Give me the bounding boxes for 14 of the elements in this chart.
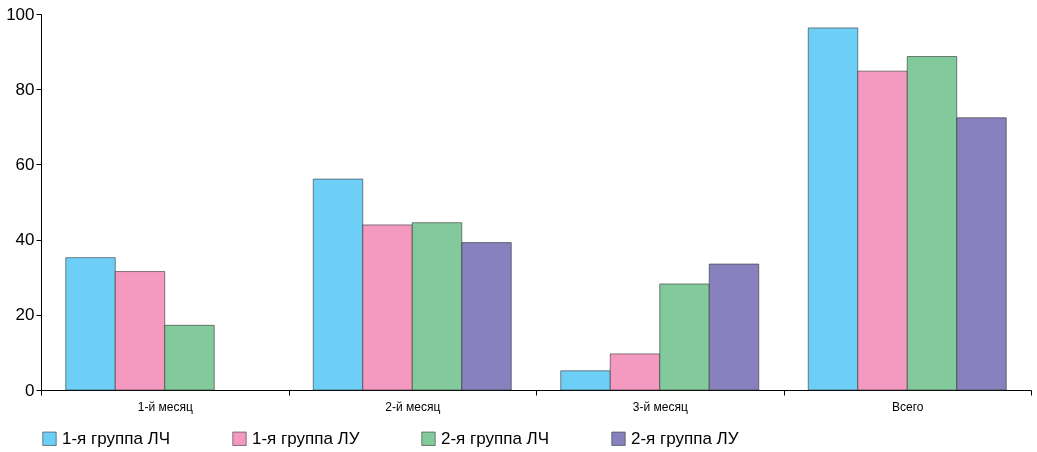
legend-label: 2-я группа ЛЧ xyxy=(441,428,550,448)
y-tick-label: 100 xyxy=(6,4,35,24)
y-tick-label: 80 xyxy=(15,79,35,99)
x-tick-label: 1-й месяц xyxy=(137,399,193,414)
legend-label: 1-я группа ЛЧ xyxy=(62,428,171,448)
y-tick-label: 20 xyxy=(15,305,35,325)
y-tick-label: 40 xyxy=(15,230,35,250)
x-tick-label: 2-й месяц xyxy=(385,399,441,414)
legend-label: 1-я группа ЛУ xyxy=(252,428,360,448)
legend-label: 2-я группа ЛУ xyxy=(631,428,739,448)
x-tick-label: Всего xyxy=(892,399,924,414)
y-tick-label: 0 xyxy=(25,380,35,400)
y-tick-label: 60 xyxy=(15,154,35,174)
x-tick-label: 3-й месяц xyxy=(632,399,688,414)
